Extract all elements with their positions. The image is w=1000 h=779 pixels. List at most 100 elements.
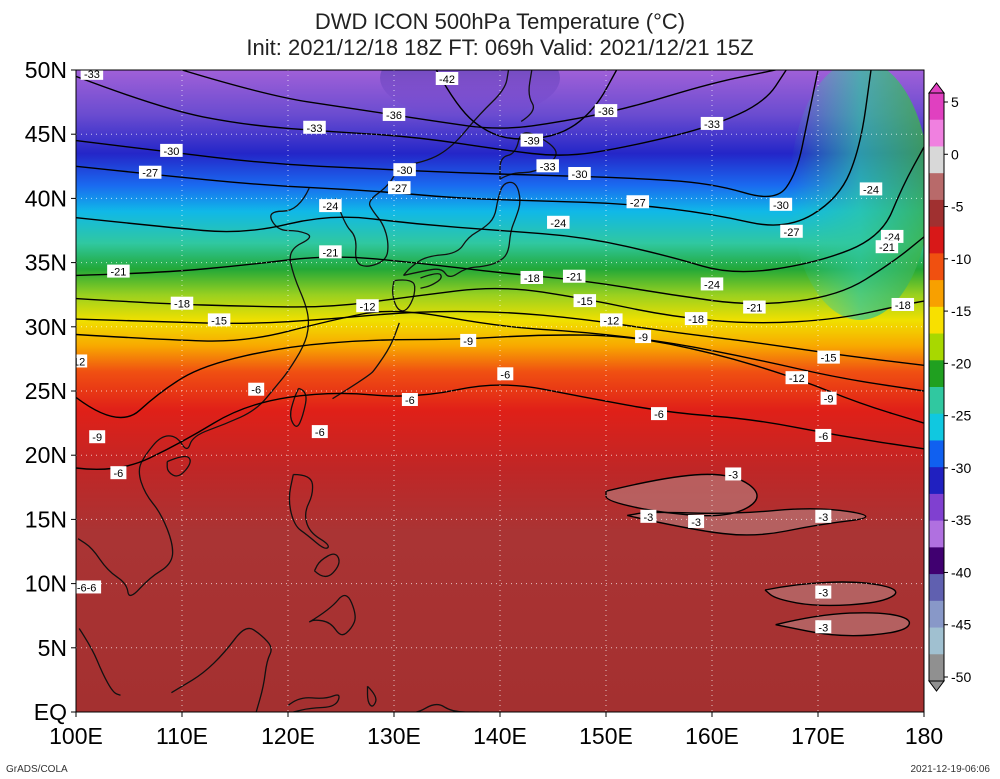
coastline-china-coast [77,187,311,597]
colorbar-label: -5 [951,199,964,215]
contour-label: -21 [319,245,342,259]
x-tick-label: 130E [367,723,421,749]
coastline-shikoku [420,273,442,289]
coastline-russia-coast [399,70,510,167]
svg-text:-24: -24 [322,201,338,213]
svg-text:-3: -3 [818,588,828,600]
coastline-visayas [313,553,340,578]
map-title: DWD ICON 500hPa Temperature (°C) [314,9,686,34]
colorbar-swatch [929,440,944,468]
svg-text:-15: -15 [821,353,837,365]
colorbar-bottom-arrow [928,680,945,692]
svg-text:-6-6: -6-6 [77,582,97,594]
colorbar-label: -20 [951,355,971,371]
contour-label: -36 [594,104,618,118]
x-tick-label: 120E [261,723,315,749]
colorbar-swatch [929,493,944,522]
contour-label: -6 [651,407,667,421]
svg-text:-21: -21 [746,303,762,315]
svg-text:-27: -27 [630,197,646,209]
coastline-borneo [171,627,272,712]
colorbar-swatch [929,199,944,228]
colorbar-label: 5 [951,94,959,110]
isotherm-line [76,310,924,366]
colorbar-label: -10 [951,251,971,267]
svg-text:-6: -6 [818,431,828,443]
footer-timestamp: 2021-12-19-06:06 [910,764,990,775]
contour-label: -24 [859,182,883,196]
x-tick-label: 170E [791,723,845,749]
svg-text:-42: -42 [439,74,455,86]
coastline-sulawesi [287,694,340,712]
y-tick-label: EQ [34,699,67,725]
colorbar-label: -40 [951,564,971,580]
svg-text:-30: -30 [572,169,588,181]
x-tick-label: 160E [685,723,739,749]
svg-text:-9: -9 [92,432,102,444]
contour-label: -18 [684,312,708,326]
coastline-sakhalin [520,70,535,122]
colorbar-label: -35 [951,512,971,528]
svg-text:-36: -36 [598,106,614,118]
svg-text:-33: -33 [704,119,720,131]
y-tick-label: 20N [25,442,67,468]
coastline-new-guinea [404,703,479,712]
x-tick-label: 110E [156,723,208,749]
coastline-malay [78,628,121,696]
contour-label: -6 [110,466,127,480]
colorbar-swatch [929,306,944,335]
contour-label: -18 [891,297,915,312]
contour-label: -9 [635,330,652,344]
contour-label: -21 [875,240,899,254]
y-tick-label: 50N [25,57,67,83]
contour-label: -27 [388,181,411,195]
y-tick-label: 25N [25,378,67,404]
svg-text:-9: -9 [463,336,473,348]
svg-text:-24: -24 [704,279,720,291]
colorbar-label: -50 [951,669,971,685]
coastline-hainan [166,455,191,477]
colorbar-swatch [929,253,944,281]
colorbar-swatch [929,119,944,147]
svg-text:-21: -21 [322,247,338,259]
svg-text:-12: -12 [603,315,619,327]
contour-label: -9 [820,391,837,406]
contour-label: -21 [743,300,766,315]
svg-text:-30: -30 [163,146,179,158]
x-tick-label: 100E [49,723,103,749]
contour-label: -6-6 [76,580,102,594]
svg-text:-3: -3 [728,469,738,481]
contour-label: -15 [573,294,597,308]
contour-label: -30 [393,163,416,177]
colorbar-label: -15 [951,303,971,319]
svg-text:-21: -21 [566,272,582,284]
contour-label: -30 [160,143,183,158]
contour-label: 12 [76,354,88,368]
contour-label: -15 [817,350,840,365]
y-tick-label: 15N [25,506,67,532]
svg-text:-15: -15 [211,315,227,327]
coastline-taiwan [289,387,307,427]
coastline-luzon [288,473,329,549]
svg-text:-9: -9 [638,332,648,344]
isotherm-line [76,310,924,392]
colorbar-swatch [929,360,944,388]
svg-text:-30: -30 [397,165,413,177]
contour-label: -6 [401,392,418,407]
contour-label: -6 [815,428,832,443]
svg-text:-6: -6 [405,395,415,407]
svg-text:-6: -6 [251,385,261,397]
colorbar-swatch [929,333,944,361]
colorbar-swatch [929,413,944,441]
contour-label: -24 [700,277,724,291]
y-tick-label: 5N [38,635,67,661]
svg-text:-9: -9 [824,394,834,406]
y-tick-label: 40N [25,185,67,211]
colorbar-label: -30 [951,460,971,476]
contour-label: -39 [520,133,544,148]
contour-label: -33 [536,159,559,173]
contour-label: -27 [780,224,803,239]
contour-label: -6 [311,425,328,439]
svg-text:-3: -3 [818,512,828,524]
